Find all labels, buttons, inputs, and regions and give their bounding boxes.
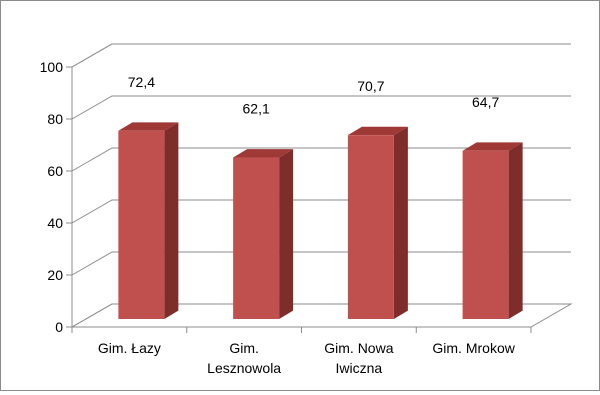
bar-front xyxy=(347,135,394,319)
bar-front xyxy=(118,130,165,319)
gridline xyxy=(71,147,571,172)
bar-side xyxy=(279,149,294,319)
bar-top xyxy=(233,149,294,158)
back-wall-top xyxy=(71,43,571,68)
data-label: 64,7 xyxy=(472,94,499,110)
bar-front xyxy=(462,150,509,319)
bar-side xyxy=(508,142,523,319)
data-label: 72,4 xyxy=(128,74,155,90)
bar-top xyxy=(347,126,408,136)
gridline xyxy=(71,199,571,224)
data-label: 70,7 xyxy=(357,78,384,94)
gridline xyxy=(71,303,571,328)
y-tick-label: 100 xyxy=(40,59,64,75)
bar xyxy=(347,126,408,319)
gridline xyxy=(71,95,571,120)
category-label: Gim. Mrokow xyxy=(432,340,515,356)
y-tick-label: 80 xyxy=(47,111,63,127)
bar xyxy=(233,149,294,319)
y-tick-label: 60 xyxy=(47,163,63,179)
bar-side xyxy=(393,126,408,319)
category-label: Gim. Lesznowola xyxy=(207,340,281,376)
y-tick-label: 0 xyxy=(55,319,63,335)
category-label: Gim. Nowa Iwiczna xyxy=(324,340,393,376)
bar xyxy=(118,122,179,319)
y-tick-label: 40 xyxy=(47,215,63,231)
data-label: 62,1 xyxy=(243,101,270,117)
bar xyxy=(462,142,523,319)
gridline xyxy=(71,251,571,276)
bar-top xyxy=(118,122,179,131)
y-tick-label: 20 xyxy=(47,267,63,283)
bar-front xyxy=(233,157,280,319)
bar-side xyxy=(164,122,179,319)
category-label: Gim. Łazy xyxy=(98,340,161,356)
bar-top xyxy=(462,142,523,151)
gridline xyxy=(71,43,571,68)
